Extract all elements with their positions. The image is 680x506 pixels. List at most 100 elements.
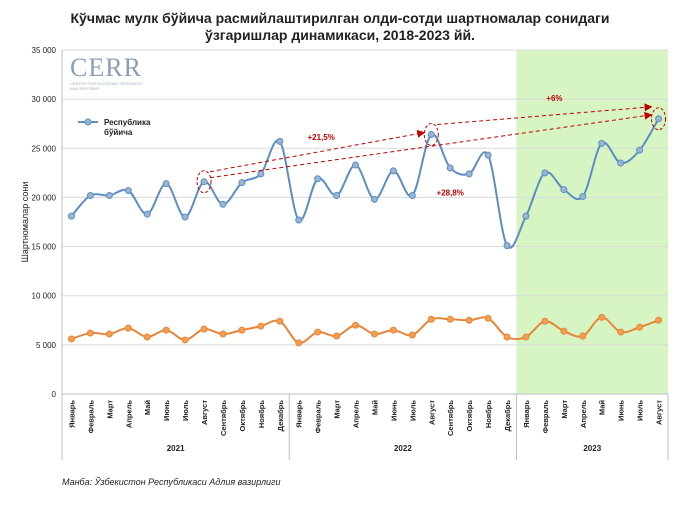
- annotation-label: +28,8%: [437, 189, 464, 198]
- annotation-arrow: [437, 103, 653, 126]
- x-tick-label: Декабрь: [503, 400, 512, 432]
- x-tick-label: Июль: [636, 400, 645, 421]
- chart-title: Кўчмас мулк бўйича расмийлаштирилган олд…: [0, 10, 680, 44]
- data-point: [181, 336, 189, 344]
- y-tick-label: 25 000: [32, 144, 57, 153]
- data-point: [636, 323, 644, 331]
- x-tick-label: Март: [105, 400, 114, 419]
- x-tick-label: Сентябрь: [219, 400, 228, 436]
- data-point: [124, 324, 132, 332]
- x-tick-label: Июль: [408, 400, 417, 421]
- x-tick-label: Ноябрь: [484, 400, 493, 428]
- data-point: [541, 169, 549, 177]
- data-point: [86, 191, 94, 199]
- x-tick-label: Май: [370, 400, 379, 416]
- y-tick-label: 15 000: [32, 243, 57, 252]
- data-point: [200, 325, 208, 333]
- x-tick-label: Январь: [295, 400, 304, 428]
- data-point: [257, 322, 265, 330]
- series-line-1: [70, 118, 660, 249]
- data-point: [276, 137, 284, 145]
- data-point: [408, 191, 416, 199]
- data-point: [105, 191, 113, 199]
- data-point: [465, 316, 473, 324]
- data-point: [503, 242, 511, 250]
- data-point: [598, 139, 606, 147]
- data-point: [67, 212, 75, 220]
- x-tick-label: Март: [333, 400, 342, 419]
- legend-label: Республика: [104, 118, 151, 127]
- x-tick-label: Декабрь: [276, 400, 285, 432]
- x-tick-label: Июнь: [617, 400, 626, 421]
- x-tick-label: Май: [143, 400, 152, 416]
- data-point: [352, 321, 360, 329]
- data-point: [465, 170, 473, 178]
- x-tick-label: Июнь: [162, 400, 171, 421]
- data-point: [617, 159, 625, 167]
- data-point: [238, 179, 246, 187]
- x-tick-label: Март: [560, 400, 569, 419]
- data-point: [560, 186, 568, 194]
- data-point: [295, 339, 303, 347]
- logo-text: CERR: [70, 53, 142, 82]
- data-point: [162, 180, 170, 188]
- data-point: [314, 328, 322, 336]
- x-tick-label: Июль: [181, 400, 190, 421]
- data-point: [370, 195, 378, 203]
- data-point: [105, 330, 113, 338]
- x-tick-label: Апрель: [579, 400, 588, 428]
- data-point: [143, 210, 151, 218]
- x-tick-label: Ноябрь: [257, 400, 266, 428]
- data-point: [408, 331, 416, 339]
- data-point: [427, 131, 435, 139]
- y-tick-label: 10 000: [32, 292, 57, 301]
- data-point: [579, 332, 587, 340]
- x-tick-label: Июнь: [389, 400, 398, 421]
- legend-label-line2: бўйича: [104, 128, 133, 137]
- data-point: [370, 330, 378, 338]
- y-tick-label: 30 000: [32, 95, 57, 104]
- annotation-label: +6%: [546, 94, 562, 103]
- y-axis-label: Шартномалар сони: [20, 182, 30, 263]
- data-point: [333, 332, 341, 340]
- data-point: [295, 216, 303, 224]
- annotation-label: +21,5%: [307, 133, 334, 142]
- x-tick-label: Февраль: [541, 400, 550, 434]
- highlight-ellipse: [651, 107, 667, 131]
- data-point: [446, 164, 454, 172]
- data-point: [541, 317, 549, 325]
- highlight-ellipse: [423, 123, 439, 147]
- x-tick-label: Сентябрь: [446, 400, 455, 436]
- data-point: [579, 192, 587, 200]
- x-tick-label: Август: [200, 400, 209, 425]
- x-tick-label: Февраль: [314, 400, 323, 434]
- data-point: [560, 327, 568, 335]
- data-point: [427, 315, 435, 323]
- data-point: [352, 161, 360, 169]
- data-point: [389, 167, 397, 175]
- data-point: [617, 328, 625, 336]
- x-tick-label: Май: [598, 400, 607, 416]
- x-tick-label: Январь: [67, 400, 76, 428]
- data-point: [503, 333, 511, 341]
- data-point: [389, 326, 397, 334]
- x-tick-label: Апрель: [124, 400, 133, 428]
- data-point: [67, 335, 75, 343]
- data-point: [655, 316, 663, 324]
- data-point: [86, 329, 94, 337]
- cerr-logo: CERR CENTER FOR ECONOMIC RESEARCH AND RE…: [70, 53, 150, 92]
- data-point: [314, 175, 322, 183]
- data-point: [181, 213, 189, 221]
- data-point: [257, 170, 265, 178]
- highlight-ellipse: [196, 170, 212, 194]
- y-tick-label: 0: [52, 390, 57, 399]
- x-tick-label: Август: [427, 400, 436, 425]
- data-point: [446, 315, 454, 323]
- annotation-arrow: [209, 111, 653, 179]
- data-point: [655, 115, 663, 123]
- annotation-arrow: [209, 129, 426, 173]
- data-point: [162, 326, 170, 334]
- year-label: 2022: [394, 444, 412, 453]
- data-point: [219, 330, 227, 338]
- y-tick-label: 5 000: [36, 341, 57, 350]
